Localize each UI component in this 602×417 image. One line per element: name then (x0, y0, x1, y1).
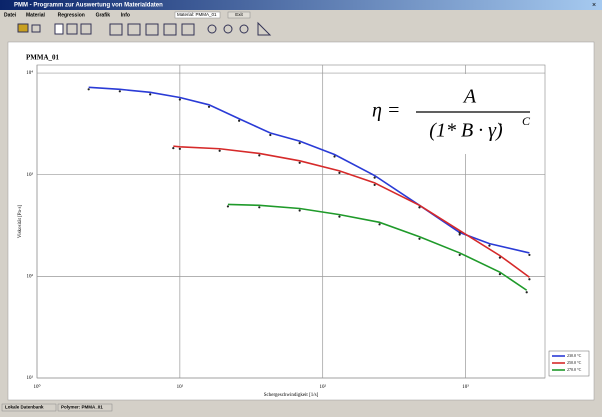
data-point (258, 154, 261, 157)
series-line (227, 203, 528, 291)
legend-label: 270.0 °C (567, 367, 582, 372)
chart-title: PMMA_01 (26, 54, 60, 62)
icon[interactable] (207, 24, 217, 34)
status-text: Lokale Datenbank (5, 405, 44, 410)
data-point (258, 206, 261, 209)
menu-item[interactable]: Grafik (96, 12, 111, 18)
icon[interactable] (257, 21, 272, 36)
data-point (333, 155, 336, 158)
menu-item[interactable]: Info (121, 12, 130, 18)
formula-denominator: (1* B · γ̇) (429, 120, 503, 142)
menu-item[interactable]: Material (26, 12, 46, 18)
icon[interactable] (54, 23, 64, 35)
data-point (178, 98, 181, 101)
status-panel (57, 403, 113, 412)
icon[interactable] (109, 23, 123, 36)
icon[interactable] (31, 24, 41, 33)
data-point (338, 171, 341, 174)
data-point (238, 119, 241, 122)
data-point (378, 223, 381, 226)
exit-label: Exit (235, 12, 243, 17)
data-point (149, 93, 152, 96)
toolbar (17, 21, 272, 36)
data-point (498, 273, 501, 276)
data-point (118, 90, 121, 93)
status-panel (1, 403, 57, 412)
data-point (178, 147, 181, 150)
data-point (373, 183, 376, 187)
data-point (373, 176, 376, 179)
data-point (298, 209, 301, 212)
window-title: PMM - Programm zur Auswertung von Materi… (14, 3, 163, 9)
title-bar (0, 0, 602, 10)
icon[interactable] (181, 23, 195, 36)
data-point (418, 237, 421, 240)
status-bar (0, 403, 602, 412)
y-tick-label: 10¹ (27, 375, 34, 381)
material-label: Material: PMMA_01 (177, 12, 217, 17)
close-button[interactable]: × (592, 2, 596, 9)
menu-item[interactable]: Regression (58, 12, 85, 18)
icon[interactable] (127, 23, 141, 36)
data-point (528, 253, 531, 257)
legend-label: 250.0 °C (567, 360, 582, 365)
series-line (173, 145, 530, 278)
data-point (298, 142, 301, 145)
data-point (418, 206, 421, 209)
x-tick-label: 10⁰ (33, 384, 40, 390)
data-point (218, 149, 221, 152)
data-point (226, 205, 230, 208)
series-line (88, 86, 530, 254)
icon[interactable] (223, 24, 233, 34)
status-text: Polymer: PMMA_01 (61, 405, 103, 410)
formula: η = A (1* B · γ̇) C (362, 74, 540, 154)
menu-item[interactable]: Datei (4, 12, 17, 18)
data-point (207, 105, 211, 108)
formula-numerator: A (462, 86, 477, 108)
data-point (87, 88, 90, 91)
data-point (458, 253, 461, 257)
icon[interactable] (145, 23, 159, 36)
data-point (172, 147, 175, 150)
y-tick-label: 10³ (27, 172, 34, 178)
x-tick-label: 10³ (462, 384, 469, 390)
legend-label: 230.0 °C (567, 353, 582, 358)
y-tick-label: 10² (27, 273, 34, 279)
data-point (498, 256, 501, 259)
icon[interactable] (163, 23, 177, 36)
icon[interactable] (17, 23, 29, 33)
y-tick-label: 10⁴ (26, 70, 33, 76)
data-point (525, 291, 528, 294)
material-select[interactable] (174, 11, 221, 19)
menu-bar (0, 10, 602, 20)
formula-lhs: η = (372, 100, 400, 122)
formula-box (362, 74, 540, 154)
data-point (458, 231, 461, 234)
data-point (298, 161, 301, 164)
x-tick-label: 10² (319, 384, 326, 390)
data-point (488, 244, 491, 247)
data-point (458, 233, 461, 236)
data-point (338, 215, 341, 218)
x-axis-label: Schergeschwindigkeit [1/s] (264, 393, 319, 398)
icon[interactable] (239, 24, 249, 34)
data-point (269, 133, 272, 137)
formula-exponent: C (522, 114, 531, 128)
icon[interactable] (66, 23, 78, 35)
x-tick-label: 10¹ (177, 384, 184, 390)
y-axis-label: Viskosität [Pa·s] (18, 205, 23, 239)
data-point (528, 278, 531, 281)
icon[interactable] (80, 23, 92, 35)
exit-button[interactable] (227, 11, 251, 19)
